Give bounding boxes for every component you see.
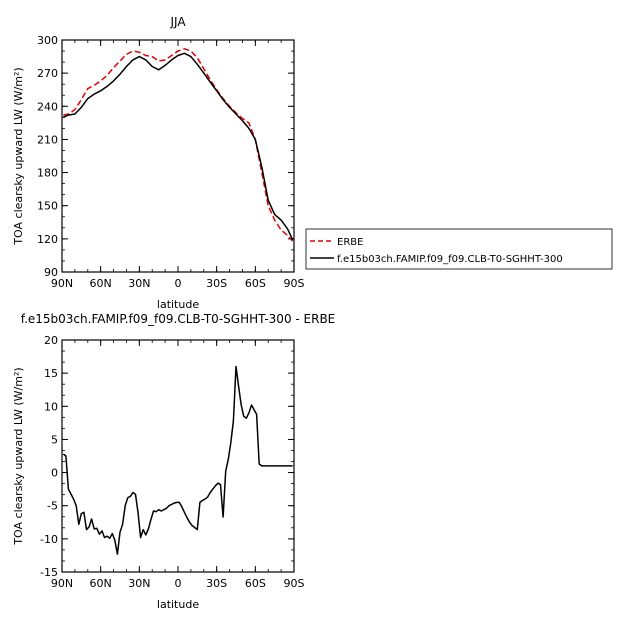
y-tick-label: 210: [37, 133, 58, 146]
y-tick-label: 270: [37, 67, 58, 80]
chart-bottom-ylabel: TOA clearsky upward LW (W/m²): [12, 367, 25, 545]
y-tick-label: 180: [37, 167, 58, 180]
legend-label-model: f.e15b03ch.FAMIP.f09_f09.CLB-T0-SGHHT-30…: [337, 254, 563, 265]
y-tick-label: -15: [40, 566, 58, 579]
y-tick-label: 15: [44, 367, 58, 380]
x-tick-label: 0: [175, 577, 182, 590]
y-tick-label: 20: [44, 334, 58, 347]
x-tick-label: 90S: [284, 577, 305, 590]
x-tick-label: 90N: [51, 277, 73, 290]
y-tick-label: -10: [40, 533, 58, 546]
y-tick-label: 300: [37, 34, 58, 47]
chart-top-xlabel: latitude: [157, 298, 199, 311]
y-tick-label: 150: [37, 200, 58, 213]
chart-top-legend: ERBE f.e15b03ch.FAMIP.f09_f09.CLB-T0-SGH…: [305, 228, 613, 270]
x-tick-label: 60S: [245, 277, 266, 290]
x-tick-label: 30S: [206, 577, 227, 590]
legend-label-erbe: ERBE: [337, 237, 363, 248]
chart-bottom-xlabel: latitude: [157, 598, 199, 611]
y-tick-label: 0: [51, 467, 58, 480]
x-tick-label: 90S: [284, 277, 305, 290]
chart-top-title: JJA: [169, 15, 186, 29]
x-tick-label: 60N: [90, 577, 112, 590]
chart-top-ylabel: TOA clearsky upward LW (W/m²): [12, 67, 25, 245]
chart-top: JJA 90N 60N 30N 0 30S 60S 90S 90 120 150 180 210 240…: [12, 15, 613, 311]
x-tick-label: 60N: [90, 277, 112, 290]
x-tick-label: 30S: [206, 277, 227, 290]
x-tick-label: 30N: [128, 277, 150, 290]
series-line-1-0: [62, 365, 293, 555]
y-tick-label: -5: [47, 500, 58, 513]
x-tick-label: 0: [175, 277, 182, 290]
chart-bottom: f.e15b03ch.FAMIP.f09_f09.CLB-T0-SGHHT-30…: [12, 312, 335, 611]
chart-bottom-title: f.e15b03ch.FAMIP.f09_f09.CLB-T0-SGHHT-30…: [21, 312, 336, 326]
x-tick-label: 60S: [245, 577, 266, 590]
y-tick-label: 90: [44, 266, 58, 279]
y-tick-label: 120: [37, 233, 58, 246]
x-tick-label: 30N: [128, 577, 150, 590]
x-tick-label: 90N: [51, 577, 73, 590]
y-tick-label: 5: [51, 433, 58, 446]
legend-box: [305, 228, 613, 270]
y-tick-label: 10: [44, 400, 58, 413]
series-line-0-1: [63, 52, 294, 241]
y-tick-label: 240: [37, 100, 58, 113]
series-line-0-0: [63, 48, 294, 242]
